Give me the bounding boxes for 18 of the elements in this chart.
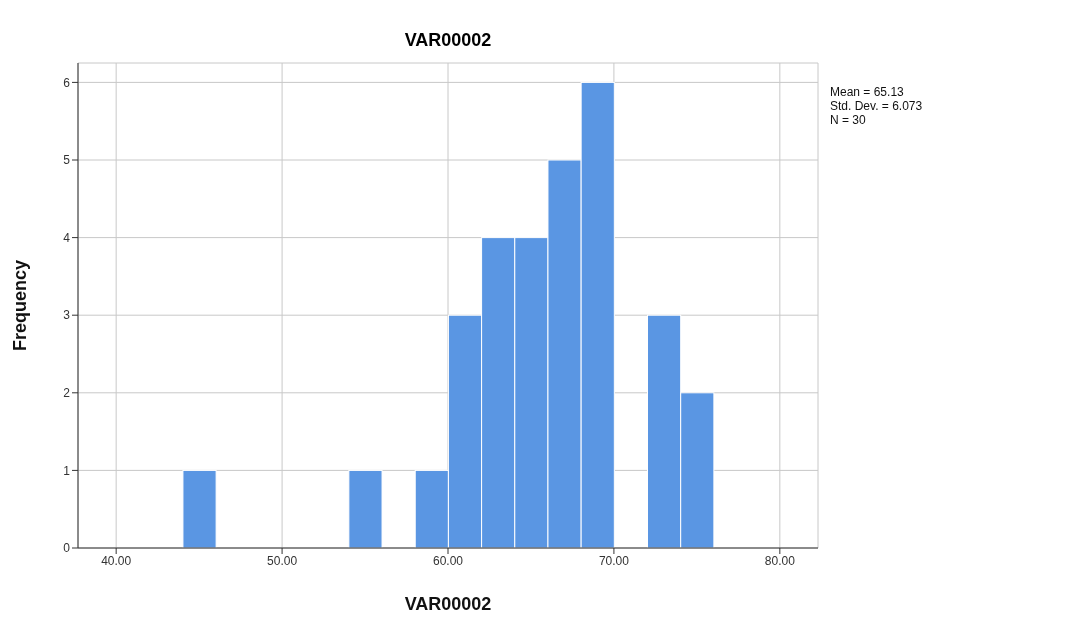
y-tick-label: 6 (63, 75, 71, 90)
text: Std. Dev. = 6.073 (830, 99, 923, 113)
x-tick-label: 70.00 (598, 553, 630, 568)
y-tick-label: 0 (63, 541, 71, 556)
chart-title: VAR00002 (403, 30, 493, 51)
x-tick-label: 40.00 (101, 553, 132, 568)
x-tick-label: 60.00 (432, 553, 464, 568)
y-tick-label: 4 (63, 230, 71, 245)
x-axis-title: VAR00002 (404, 594, 492, 614)
text: N = 30 (830, 113, 867, 127)
x-tick-label: 80.00 (764, 553, 796, 568)
y-tick-label: 2 (63, 386, 71, 401)
y-tick-label: 1 (63, 463, 71, 478)
y-tick-label: 3 (63, 308, 71, 323)
y-tick-label: 5 (63, 153, 71, 168)
text: Mean = 65.13 (830, 85, 905, 99)
x-tick-label: 50.00 (267, 553, 298, 568)
y-axis-title: Frequency (10, 259, 31, 352)
